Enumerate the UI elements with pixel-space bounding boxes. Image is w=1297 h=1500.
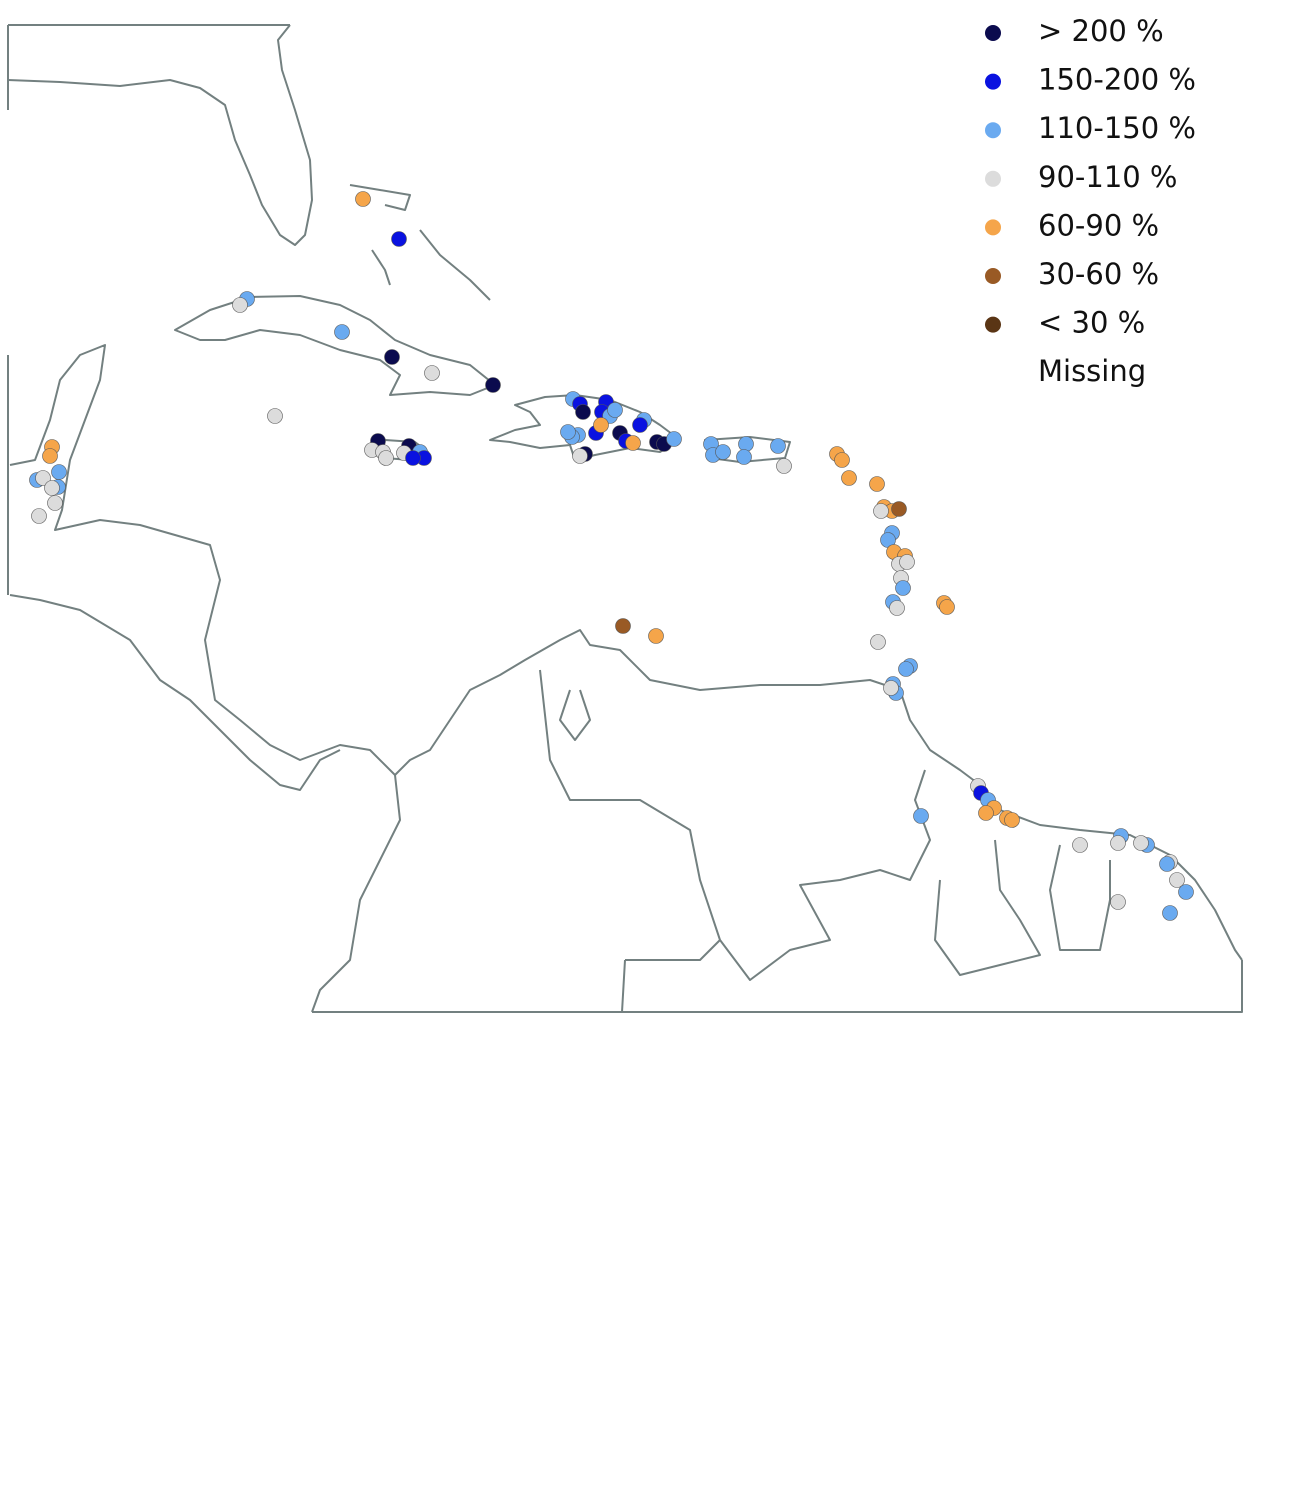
station-dot [899, 554, 915, 570]
legend-label: > 200 % [1038, 14, 1164, 48]
legend-label: < 30 % [1038, 306, 1145, 340]
legend-swatch [985, 316, 1001, 333]
station-dot [1159, 856, 1175, 872]
legend-label: 30-60 % [1038, 257, 1159, 291]
station-dot [1110, 835, 1126, 851]
station-dot [355, 191, 371, 207]
station-dot [891, 501, 907, 517]
station-dot [572, 448, 588, 464]
legend-label: 110-150 % [1038, 111, 1196, 145]
legend-label: 90-110 % [1038, 160, 1178, 194]
station-dot [384, 349, 400, 365]
legend-swatch [985, 122, 1001, 139]
station-dot [873, 503, 889, 519]
station-dot [736, 449, 752, 465]
legend-swatch [985, 170, 1001, 187]
station-dot [715, 444, 731, 460]
stations [29, 191, 1194, 921]
station-dot [978, 805, 994, 821]
station-dot [898, 661, 914, 677]
legend-label: 60-90 % [1038, 208, 1159, 242]
station-dot [648, 628, 664, 644]
station-dot [1004, 812, 1020, 828]
station-dot [560, 424, 576, 440]
station-dot [1162, 905, 1178, 921]
station-dot [913, 808, 929, 824]
station-dot [51, 464, 67, 480]
station-dot [405, 450, 421, 466]
legend-swatch [985, 73, 1001, 90]
station-dot [939, 599, 955, 615]
station-dot [632, 417, 648, 433]
station-dot [870, 634, 886, 650]
station-dot [44, 480, 60, 496]
station-dot [666, 431, 682, 447]
station-dot [31, 508, 47, 524]
station-dot [593, 417, 609, 433]
legend-swatch [985, 25, 1001, 41]
station-dot [485, 377, 501, 393]
station-dot [1178, 884, 1194, 900]
legend: > 200 % 150-200 % 110-150 % 90-110 % 60-90 %… [985, 14, 1196, 388]
station-dot [889, 600, 905, 616]
station-dot [42, 448, 58, 464]
legend-label: Missing [1038, 354, 1146, 388]
station-dot [776, 458, 792, 474]
station-dot [834, 452, 850, 468]
station-dot [1110, 894, 1126, 910]
station-dot [391, 231, 407, 247]
station-dot [424, 365, 440, 381]
station-dot [35, 470, 51, 486]
station-dot [738, 436, 754, 452]
station-dot [1072, 837, 1088, 853]
station-dot [334, 324, 350, 340]
station-dot [895, 580, 911, 596]
station-dot [267, 408, 283, 424]
legend-swatch [985, 219, 1001, 236]
legend-swatch [985, 268, 1001, 284]
station-dot [607, 402, 623, 418]
station-dot [869, 476, 885, 492]
station-dot [615, 618, 631, 634]
legend-label: 150-200 % [1038, 63, 1196, 97]
station-dot [378, 450, 394, 466]
station-dot [1133, 835, 1149, 851]
station-dot [625, 435, 641, 451]
station-dot [770, 438, 786, 454]
station-dot [232, 297, 248, 313]
station-dot [841, 470, 857, 486]
station-dot [47, 495, 63, 511]
station-dot [575, 404, 591, 420]
station-dot [883, 680, 899, 696]
station-dot [1169, 872, 1185, 888]
